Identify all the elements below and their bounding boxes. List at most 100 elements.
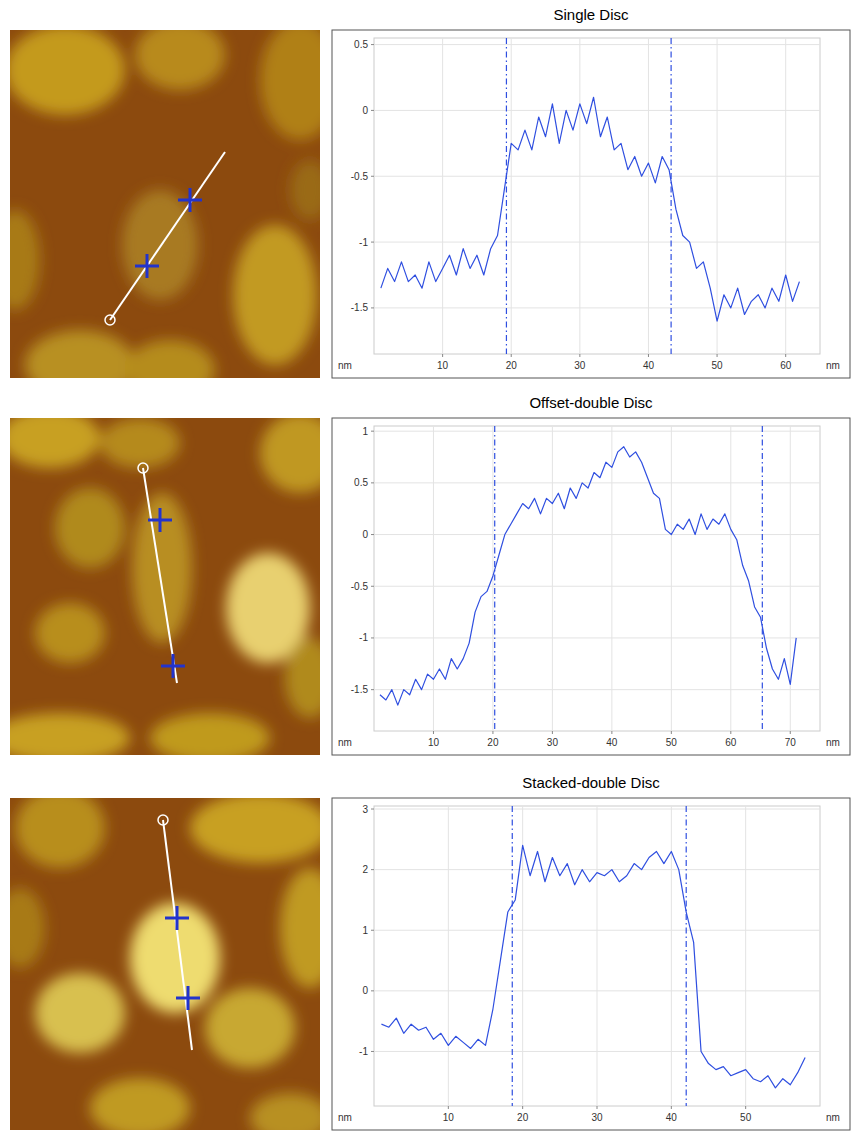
x-grid-line [579, 38, 580, 354]
afm-feature [132, 493, 192, 643]
y-grid-line [374, 44, 820, 45]
cursor-cross [146, 254, 149, 278]
afm-feature [290, 160, 320, 220]
x-tick [492, 731, 493, 734]
afm-features [10, 798, 320, 1130]
x-tick [448, 1106, 449, 1109]
afm-feature [35, 603, 105, 663]
y-grid-line [374, 809, 820, 810]
plot-area [374, 806, 820, 1106]
y-grid-line [374, 930, 820, 931]
y-tick-label: -1 [359, 1046, 368, 1057]
y-grid-line [374, 110, 820, 111]
x-grid-line [785, 38, 786, 354]
x-tick [730, 731, 731, 734]
y-tick-label: 0 [362, 529, 368, 540]
x-grid-line [552, 426, 553, 731]
x-tick [717, 354, 718, 357]
profile-line [143, 468, 177, 683]
x-tick-label: 10 [443, 1112, 455, 1123]
afm-image [10, 418, 320, 755]
afm-feature [25, 330, 135, 378]
afm-feature [260, 418, 320, 493]
x-tick-label: 30 [574, 360, 586, 371]
afm-feature [233, 225, 317, 365]
x-tick-label: 30 [547, 737, 559, 748]
x-tick-label: 40 [666, 1112, 678, 1123]
x-grid-line [442, 38, 443, 354]
cursor-cross [159, 508, 162, 532]
x-grid-line [730, 426, 731, 731]
x-tick-label: 50 [666, 737, 678, 748]
data-group [381, 806, 805, 1106]
y-grid-line [374, 176, 820, 177]
x-tick-label: 30 [591, 1112, 603, 1123]
cursor-cross [187, 986, 190, 1010]
x-axis-label: nm [826, 1112, 840, 1123]
y-tick [371, 242, 374, 243]
afm-feature [10, 418, 100, 468]
x-axis-label: nm [826, 737, 840, 748]
x-grid-line [790, 426, 791, 731]
y-grid-line [374, 534, 820, 535]
y-tick-label: -1 [359, 632, 368, 643]
x-tick [552, 731, 553, 734]
y-tick [371, 110, 374, 111]
x-tick-label: 50 [712, 360, 724, 371]
y-tick-label: 0.5 [354, 477, 368, 488]
y-tick [371, 176, 374, 177]
plot-area [374, 38, 820, 354]
afm-feature [285, 638, 320, 718]
profile-line [110, 152, 225, 320]
x-grid-line [611, 426, 612, 731]
y-tick [371, 869, 374, 870]
plot-area [374, 426, 820, 731]
y-tick [371, 809, 374, 810]
chart-title: Offset-double Disc [529, 394, 653, 411]
y-tick [371, 431, 374, 432]
y-tick-label: 2 [362, 864, 368, 875]
x-tick-label: 20 [487, 737, 499, 748]
x-tick-label: 40 [643, 360, 655, 371]
x-tick [579, 354, 580, 357]
afm-feature [10, 713, 130, 755]
afm-feature [150, 713, 270, 755]
y-grid-line [374, 431, 820, 432]
afm-feature [10, 888, 45, 968]
chart-title: Stacked-double Disc [522, 774, 660, 791]
y-tick [371, 307, 374, 308]
y-grid-line [374, 307, 820, 308]
afm-feature [15, 798, 105, 868]
chart-frame [332, 798, 850, 1130]
y-tick-label: 1 [362, 925, 368, 936]
afm-image [10, 30, 320, 378]
x-tick [597, 1106, 598, 1109]
cursor-line [671, 38, 672, 354]
y-tick-label: 0.5 [354, 39, 368, 50]
y-tick [371, 586, 374, 587]
afm-feature [190, 798, 320, 863]
x-grid-line [511, 38, 512, 354]
afm-feature [10, 30, 125, 115]
cursor-line [762, 426, 763, 731]
x-tick [648, 354, 649, 357]
y-axis-label: nm [338, 737, 352, 748]
x-grid-line [433, 426, 434, 731]
data-group [381, 38, 800, 354]
x-tick-label: 20 [506, 360, 518, 371]
x-tick [745, 1106, 746, 1109]
x-tick [511, 354, 512, 357]
x-grid-line [597, 806, 598, 1106]
x-tick-label: 40 [606, 737, 618, 748]
chart-frame [332, 30, 850, 378]
afm-feature [35, 973, 125, 1053]
x-tick [785, 354, 786, 357]
cursor-line [506, 38, 507, 354]
x-tick [522, 1106, 523, 1109]
y-grid-line [374, 482, 820, 483]
y-tick [371, 482, 374, 483]
profile-line [163, 820, 192, 1050]
cursor-cross [176, 906, 179, 930]
y-grid-line [374, 869, 820, 870]
afm-feature [280, 868, 320, 988]
